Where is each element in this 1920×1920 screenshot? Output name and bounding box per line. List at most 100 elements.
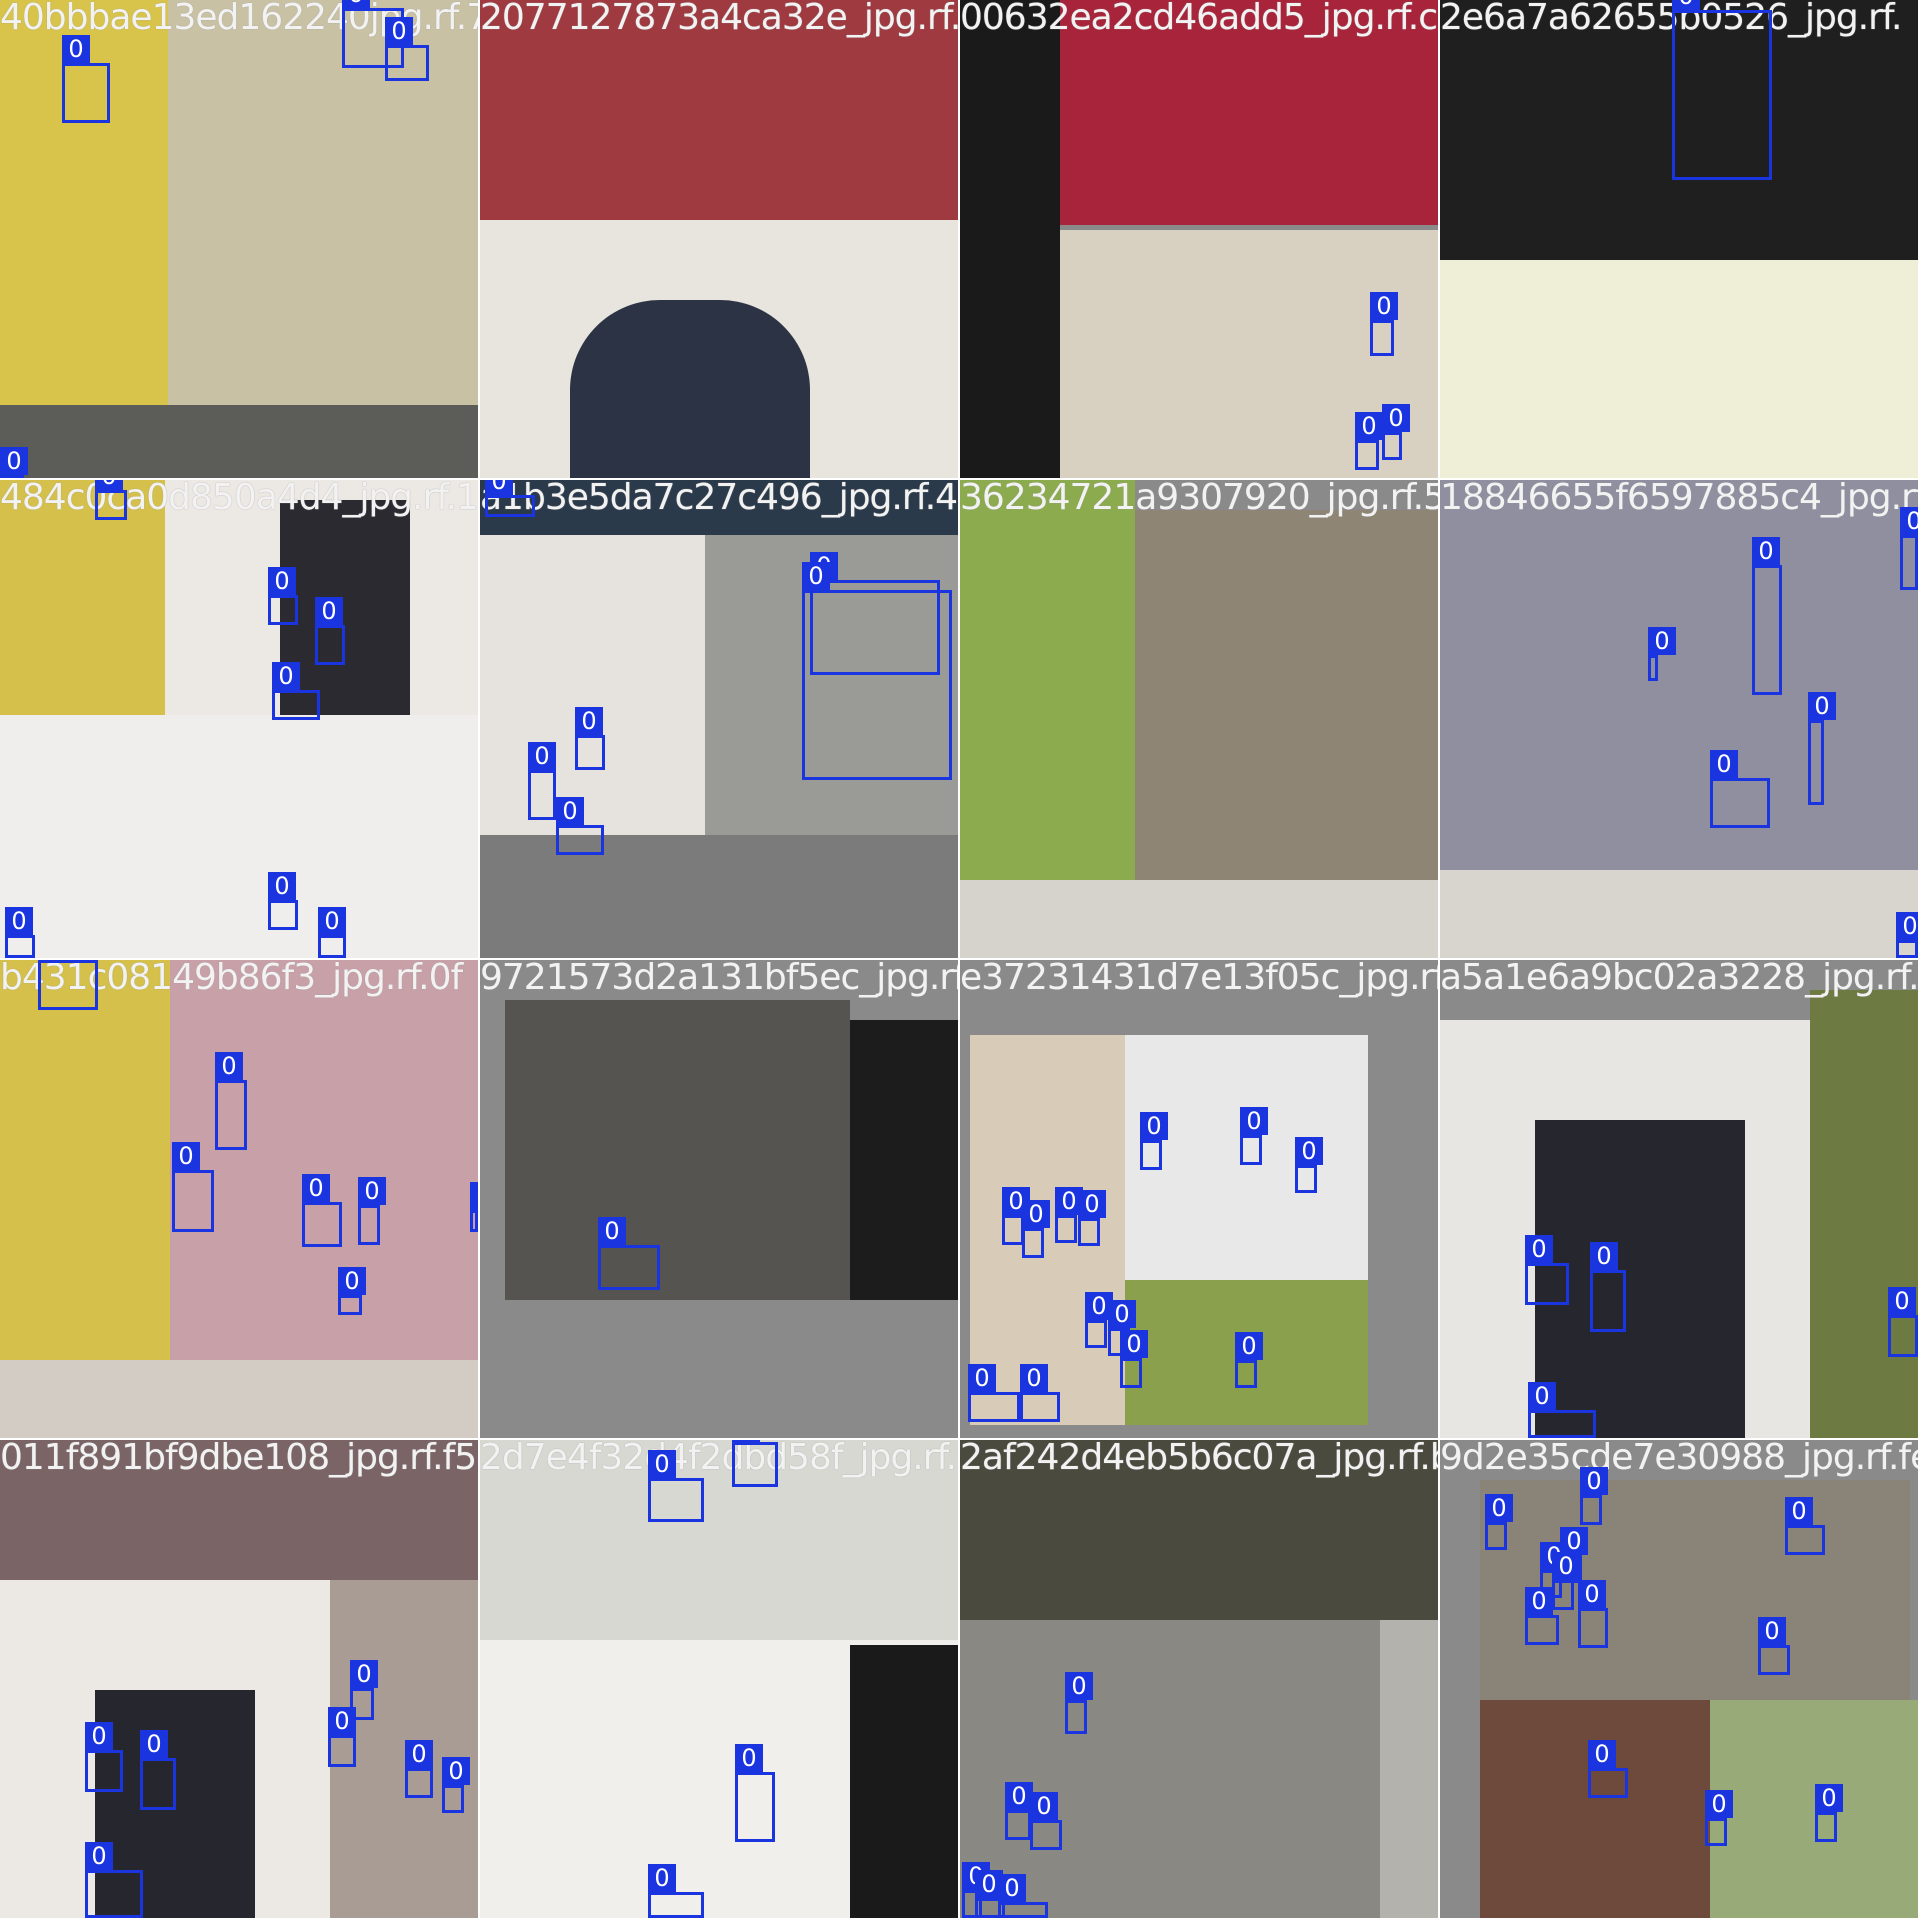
detection-box: 0 [62, 35, 110, 123]
class-label: 0 [802, 562, 830, 590]
class-label: 0 [302, 1174, 330, 1202]
detection-box: 0 [172, 1142, 214, 1232]
class-label: 0 [1815, 1784, 1843, 1812]
class-label: 0 [1030, 1792, 1058, 1820]
class-label: 0 [1552, 1552, 1580, 1580]
detection-box: 0 [315, 597, 345, 665]
tile-title: e37231431d7e13f05c_jpg.rf.4a [960, 960, 1438, 998]
image-fragment [0, 1360, 478, 1438]
class-label: 0 [1355, 412, 1383, 440]
image-fragment [1440, 260, 1918, 478]
class-label: 0 [1785, 1497, 1813, 1525]
class-label: 0 [315, 597, 343, 625]
detection-box: 0 [1590, 1242, 1626, 1332]
class-label: 0 [1758, 1617, 1786, 1645]
class-label: 0 [1578, 1580, 1606, 1608]
detection-box: 0 [85, 1722, 123, 1792]
tile-title: 36234721a9307920_jpg.rf.5f [960, 480, 1438, 518]
class-label: 0 [1485, 1494, 1513, 1522]
class-label: 0 [62, 35, 90, 63]
image-fragment [1440, 480, 1918, 870]
detection-box: 0 [648, 1450, 704, 1522]
detection-box: 0 [1002, 1187, 1030, 1245]
image-fragment [1810, 990, 1918, 1438]
mosaic-tile: 2077127873a4ca32e_jpg.rf.38 [480, 0, 958, 478]
detection-box: 0 [338, 1267, 366, 1315]
image-fragment [0, 715, 478, 958]
image-fragment [1440, 0, 1918, 260]
detection-box: 0 [1022, 1200, 1050, 1258]
class-label: 0 [1022, 1200, 1050, 1228]
class-label: 0 [485, 480, 513, 495]
detection-box: 0 [85, 1842, 143, 1918]
detection-box: 0 [1005, 1782, 1033, 1840]
class-label: 0 [342, 0, 370, 8]
image-fragment [1135, 510, 1438, 880]
class-label: 0 [1648, 627, 1676, 655]
detection-box: 0 [140, 1730, 176, 1810]
class-label: 0 [648, 1864, 676, 1892]
class-label: 0 [1528, 1382, 1556, 1410]
detection-box: 0 [358, 1177, 386, 1245]
mosaic-tile: 9d2e35cde7e30988_jpg.rf.fe 0 0 0 0 0 0 0… [1440, 1440, 1918, 1918]
image-fragment [1535, 1120, 1745, 1438]
tile-title: 2d7e4f32d4f2dbd58f_jpg.rf.6f [480, 1440, 958, 1478]
class-label: 0 [1590, 1242, 1618, 1270]
class-label: 0 [215, 1052, 243, 1080]
image-fragment [480, 835, 958, 958]
mosaic-tile: e37231431d7e13f05c_jpg.rf.4a 0 0 0 0 0 0… [960, 960, 1438, 1438]
image-fragment [960, 880, 1438, 958]
class-label: 0 [95, 480, 123, 490]
image-fragment [168, 0, 478, 405]
image-fragment [0, 405, 478, 478]
detection-box: 0 [802, 562, 952, 780]
detection-box: 0 [1485, 1494, 1513, 1550]
image-fragment [480, 480, 958, 535]
detection-box: 0 [1580, 1467, 1608, 1525]
image-fragment [480, 1440, 958, 1640]
class-label: 0 [318, 907, 346, 935]
detection-box: 0 [1055, 1187, 1083, 1243]
class-label: 0 [1896, 912, 1918, 940]
mosaic-tile: b431c08149b86f3_jpg.rf.0f 0 0 0 0 0 0 0 [0, 960, 478, 1438]
detection-box: 0 [0, 447, 28, 478]
class-label: 0 [442, 1757, 470, 1785]
mosaic-tile: 00632ea2cd46add5_jpg.rf.c2e 0 0 0 [960, 0, 1438, 478]
detection-box: 0 [1896, 912, 1918, 958]
detection-box: 0 [1578, 1580, 1608, 1648]
tile-title: 18846655f6597885c4_jpg.rf.1ff [1440, 480, 1918, 518]
class-label: 0 [556, 797, 584, 825]
mosaic-tile: 484c0ca0d850a4d4_jpg.rf.1 0 0 0 0 0 0 0 [0, 480, 478, 958]
detection-box: 0 [1065, 1672, 1093, 1734]
class-label: 0 [140, 1730, 168, 1758]
image-fragment [960, 1440, 1438, 1620]
class-label: 0 [1065, 1672, 1093, 1700]
detection-box: 0 [1705, 1790, 1733, 1846]
image-fragment [960, 0, 1060, 478]
mosaic-tile: 2af242d4eb5b6c07a_jpg.rf.b 0 0 0 0 0 0 [960, 1440, 1438, 1918]
tile-title: b431c08149b86f3_jpg.rf.0f [0, 960, 463, 998]
class-label: 0 [968, 1364, 996, 1392]
class-label: 0 [85, 1842, 113, 1870]
mosaic-tile: a5a1e6a9bc02a3228_jpg.rf.2 0 0 0 0 [1440, 960, 1918, 1438]
detection-box: 0 [5, 907, 35, 958]
image-fragment [1440, 870, 1918, 958]
detection-box: 0 [1370, 292, 1398, 356]
detection-box: 0 [1525, 1587, 1559, 1645]
tile-title: 9721573d2a131bf5ec_jpg.rf.7e [480, 960, 958, 998]
detection-box: 0 [268, 872, 298, 930]
class-label: 0 [268, 872, 296, 900]
class-label: 0 [1560, 1527, 1588, 1555]
image-fragment [1125, 1035, 1368, 1280]
class-label: 0 [998, 1874, 1026, 1902]
image-fragment [1480, 1700, 1710, 1918]
class-label: 0 [732, 1440, 760, 1442]
detection-box: 0 [1528, 1382, 1596, 1438]
class-label: 0 [1900, 507, 1918, 535]
detection-box: 0 [732, 1440, 778, 1487]
detection-box: 0 [1120, 1330, 1148, 1388]
class-label: 0 [1580, 1467, 1608, 1495]
class-label: 0 [528, 742, 556, 770]
mosaic-tile: 011f891bf9dbe108_jpg.rf.f5a 0 0 0 0 0 0 … [0, 1440, 478, 1918]
